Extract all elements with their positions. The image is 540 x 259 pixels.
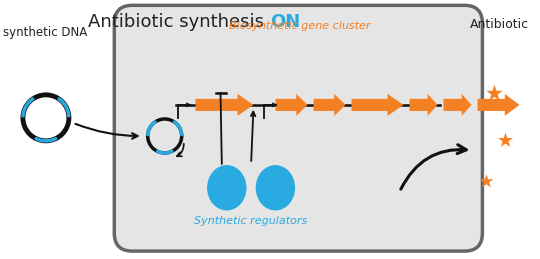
Text: Antibiotic: Antibiotic — [470, 18, 529, 31]
FancyArrow shape — [275, 94, 307, 116]
Ellipse shape — [256, 166, 294, 210]
Text: synthetic DNA: synthetic DNA — [3, 26, 87, 39]
Ellipse shape — [208, 166, 246, 210]
Point — [501, 138, 509, 142]
FancyArrow shape — [477, 94, 519, 116]
FancyArrow shape — [409, 94, 437, 116]
Text: Biosynthetic gene cluster: Biosynthetic gene cluster — [229, 21, 370, 31]
Text: Synthetic regulators: Synthetic regulators — [194, 216, 308, 226]
Text: Antibiotic synthesis: Antibiotic synthesis — [88, 13, 270, 31]
Text: ON: ON — [270, 13, 300, 31]
FancyArrow shape — [195, 94, 253, 116]
FancyArrow shape — [443, 94, 471, 116]
Point — [482, 179, 490, 183]
FancyArrow shape — [314, 94, 346, 116]
FancyArrow shape — [352, 94, 403, 116]
FancyBboxPatch shape — [114, 5, 482, 251]
Point — [490, 91, 498, 95]
